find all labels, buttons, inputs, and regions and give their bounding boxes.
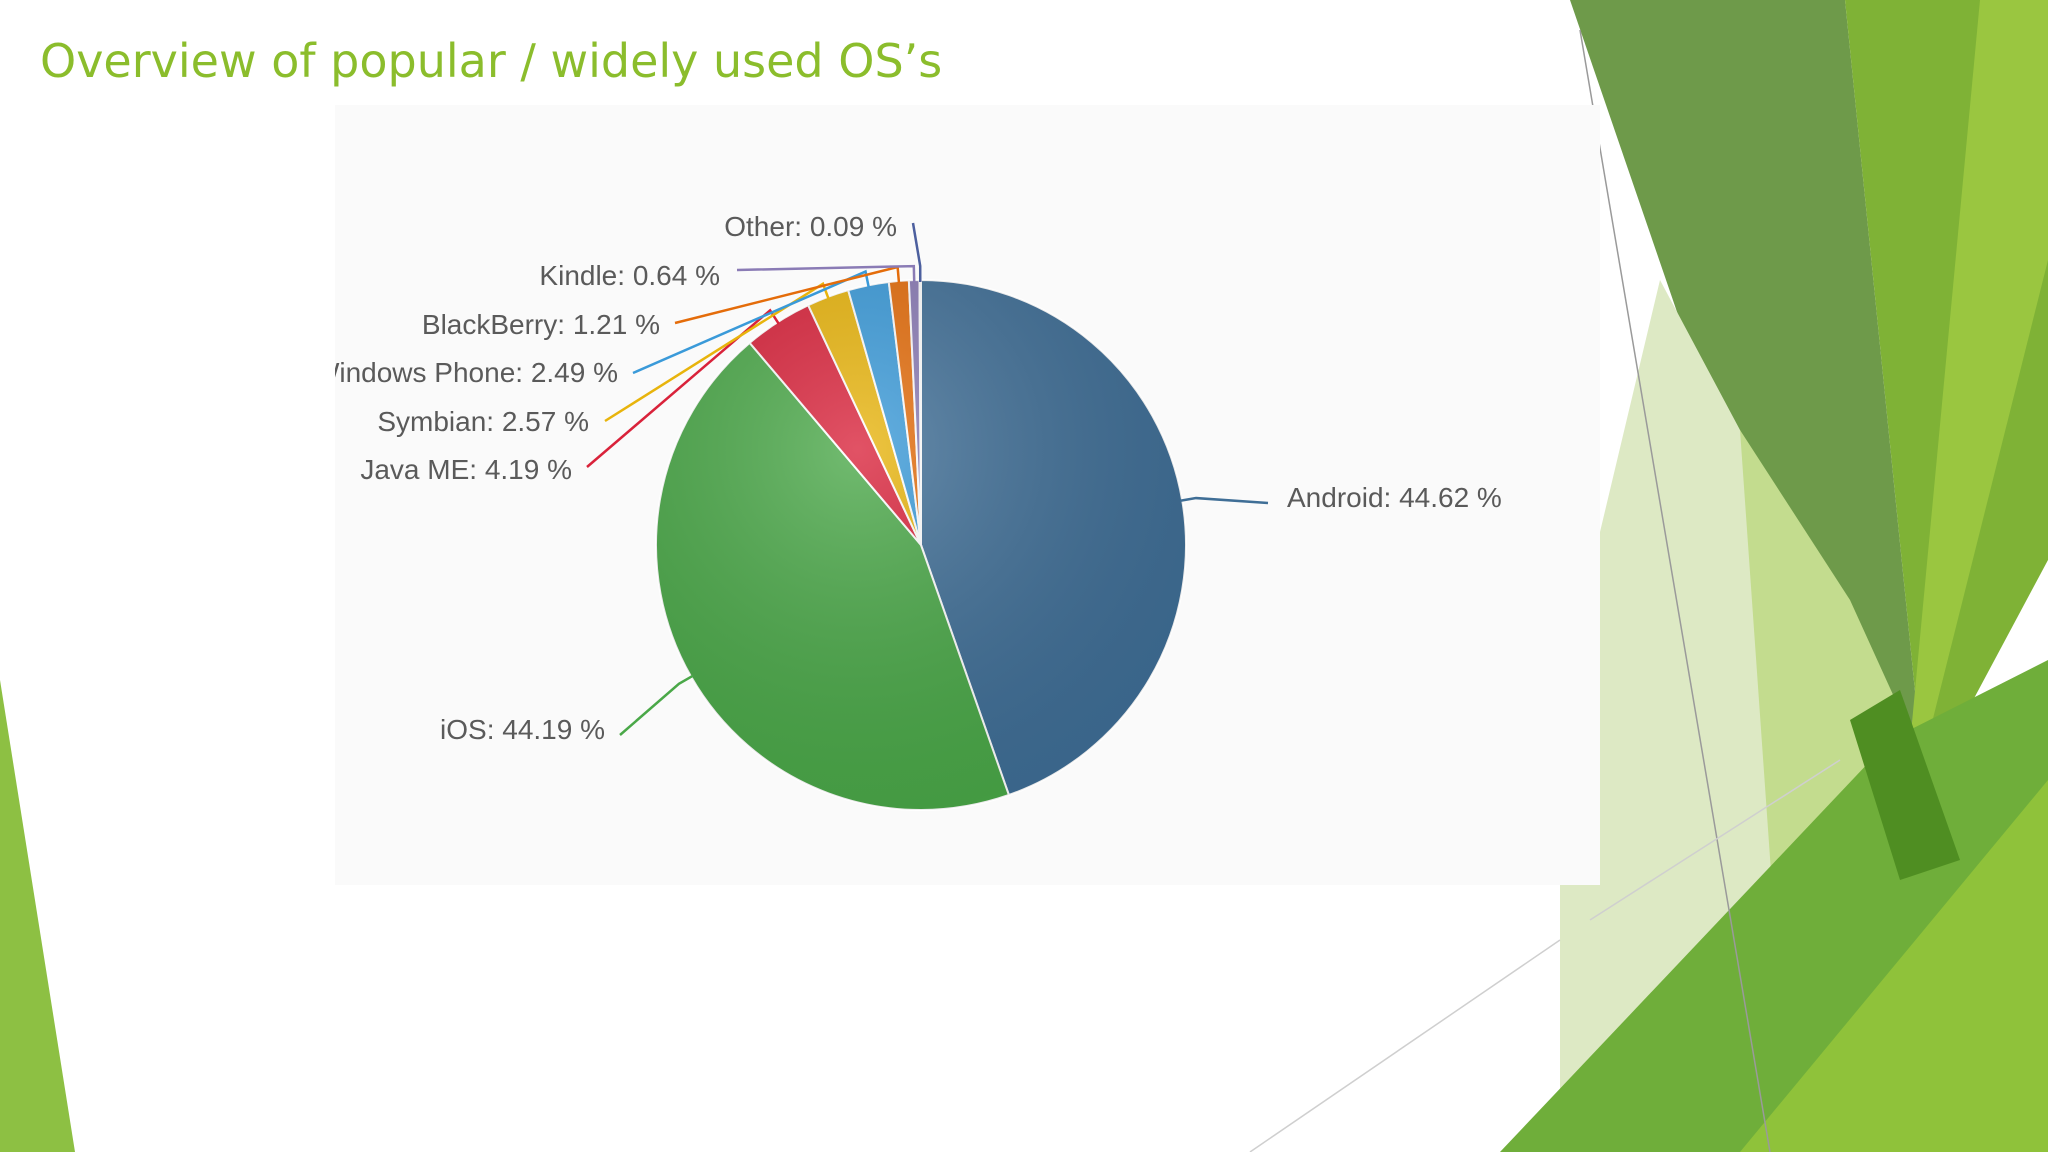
leader-line-windows-phone bbox=[632, 269, 870, 375]
label-ios: iOS: 44.19 % bbox=[440, 714, 605, 745]
label-symbian: Symbian: 2.57 % bbox=[377, 406, 589, 437]
bottom-right-facet-bright bbox=[1740, 780, 2048, 1152]
pie-slices bbox=[655, 278, 1187, 811]
decor-line-1 bbox=[1579, 29, 1771, 1152]
decor-line-2 bbox=[1249, 939, 1561, 1152]
leader-line-kindle bbox=[736, 264, 916, 283]
label-android: Android: 44.62 % bbox=[1287, 482, 1502, 513]
right-facet-bright bbox=[1900, 0, 2048, 850]
label-kindle: Kindle: 0.64 % bbox=[539, 260, 720, 291]
right-facet-pale bbox=[1560, 280, 1880, 1152]
bottom-right-facet-deep bbox=[1850, 690, 1960, 880]
label-windows-phone: Windows Phone: 2.49 % bbox=[335, 357, 618, 388]
slide-title: Overview of popular / widely used OS’s bbox=[40, 34, 943, 88]
pie-leader-lines bbox=[586, 222, 1269, 736]
leader-line-java-me bbox=[586, 308, 780, 468]
label-java-me: Java ME: 4.19 % bbox=[360, 454, 572, 485]
pie-labels: Android: 44.62 % iOS: 44.19 % Java ME: 4.1… bbox=[335, 211, 1502, 745]
left-green-facet bbox=[0, 680, 75, 1152]
leader-line-ios bbox=[619, 674, 694, 736]
pie-chart: Android: 44.62 % iOS: 44.19 % Java ME: 4.1… bbox=[335, 211, 1502, 811]
leader-line-android bbox=[1180, 496, 1269, 505]
leader-line-other bbox=[911, 222, 922, 283]
chart-panel: Android: 44.62 % iOS: 44.19 % Java ME: 4.1… bbox=[335, 105, 1600, 885]
label-blackberry: BlackBerry: 1.21 % bbox=[422, 309, 660, 340]
leader-line-symbian bbox=[604, 281, 830, 423]
decor-line-3 bbox=[1589, 759, 1841, 921]
label-other: Other: 0.09 % bbox=[724, 211, 897, 242]
